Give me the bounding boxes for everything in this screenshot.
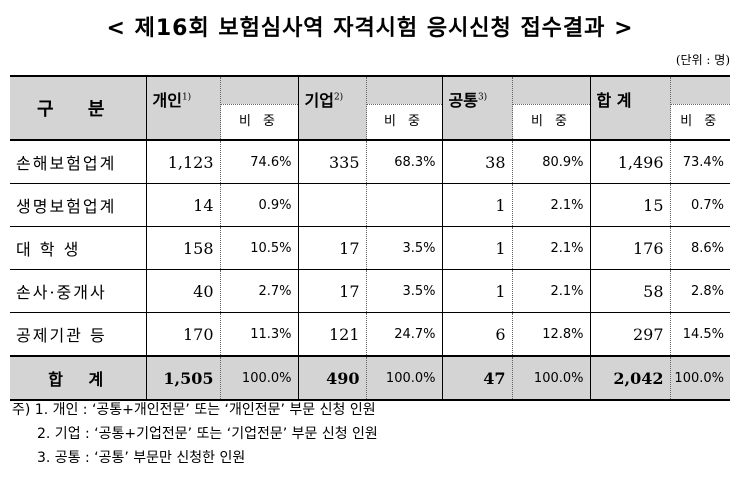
cell-ratio: 8.6% [669, 226, 730, 270]
row-label: 공제기관 등 [10, 312, 147, 357]
cell-ratio: 80.9% [511, 139, 590, 184]
total-count: 2,042 [589, 355, 670, 401]
cell-ratio: 11.3% [219, 312, 298, 357]
table-row: 대 학 생 158 10.5% 17 3.5% 1 2.1% 176 8.6% [10, 226, 730, 270]
header-ratio: 비 중 [365, 75, 442, 140]
header-group-common: 공통3) [441, 75, 512, 140]
cell-ratio: 2.1% [511, 183, 590, 227]
total-count: 490 [297, 355, 366, 401]
total-count: 1,505 [145, 355, 220, 401]
header-group-corporate: 기업2) [297, 75, 366, 140]
cell-count: 335 [297, 139, 366, 184]
total-ratio: 100.0% [365, 355, 442, 401]
cell-count: 15 [589, 183, 670, 227]
total-label: 합 계 [10, 355, 147, 401]
unit-label: (단위 : 명) [675, 53, 730, 67]
cell-count: 17 [297, 226, 366, 270]
cell-ratio: 0.9% [219, 183, 298, 227]
cell-ratio: 73.4% [669, 139, 730, 184]
cell-count: 1 [441, 269, 512, 313]
table-row: 생명보험업계 14 0.9% 1 2.1% 15 0.7% [10, 183, 730, 227]
cell-ratio: 14.5% [669, 312, 730, 357]
cell-ratio: 12.8% [511, 312, 590, 357]
table-row: 공제기관 등 170 11.3% 121 24.7% 6 12.8% 297 1… [10, 312, 730, 357]
cell-ratio: 0.7% [669, 183, 730, 227]
cell-ratio: 24.7% [365, 312, 442, 357]
cell-count [297, 183, 366, 227]
row-label: 생명보험업계 [10, 183, 147, 227]
results-table: 구 분 개인1) 비 중 기업2) 비 중 공통3) 비 중 합 계 비 중 손… [10, 75, 730, 401]
page-title: < 제16회 보험심사역 자격시험 응시신청 접수결과 > [106, 16, 634, 41]
cell-count: 14 [145, 183, 220, 227]
total-count: 47 [441, 355, 512, 401]
cell-ratio: 10.5% [219, 226, 298, 270]
cell-ratio: 74.6% [219, 139, 298, 184]
footnote: 3. 공통 : ‘공통’ 부문만 신청한 인원 [37, 450, 246, 466]
total-ratio: 100.0% [669, 355, 730, 401]
cell-ratio: 2.8% [669, 269, 730, 313]
total-ratio: 100.0% [219, 355, 298, 401]
footnote: 2. 기업 : ‘공통+기업전문’ 또는 ‘기업전문’ 부문 신청 인원 [37, 426, 378, 442]
cell-count: 6 [441, 312, 512, 357]
table-total-row: 합 계 1,505 100.0% 490 100.0% 47 100.0% 2,… [10, 355, 730, 401]
cell-count: 17 [297, 269, 366, 313]
header-group-total: 합 계 [589, 75, 670, 140]
cell-count: 38 [441, 139, 512, 184]
cell-ratio: 2.1% [511, 226, 590, 270]
header-ratio: 비 중 [669, 75, 730, 140]
header-group-individual: 개인1) [145, 75, 220, 140]
cell-count: 158 [145, 226, 220, 270]
cell-count: 176 [589, 226, 670, 270]
header-gubun: 구 분 [10, 75, 147, 140]
cell-ratio: 2.7% [219, 269, 298, 313]
cell-ratio: 2.1% [511, 269, 590, 313]
cell-count: 1,496 [589, 139, 670, 184]
cell-count: 40 [145, 269, 220, 313]
table-row: 손사·중개사 40 2.7% 17 3.5% 1 2.1% 58 2.8% [10, 269, 730, 313]
row-label: 대 학 생 [10, 226, 147, 270]
cell-count: 1,123 [145, 139, 220, 184]
cell-count: 297 [589, 312, 670, 357]
total-ratio: 100.0% [511, 355, 590, 401]
cell-ratio [365, 183, 442, 227]
cell-count: 58 [589, 269, 670, 313]
row-label: 손사·중개사 [10, 269, 147, 313]
cell-ratio: 3.5% [365, 226, 442, 270]
header-ratio: 비 중 [219, 75, 298, 140]
footnotes: 주) 1. 개인 : ‘공통+개인전문’ 또는 ‘개인전문’ 부문 신청 인원 … [12, 398, 378, 470]
cell-count: 1 [441, 183, 512, 227]
cell-ratio: 68.3% [365, 139, 442, 184]
row-label: 손해보험업계 [10, 139, 147, 184]
cell-ratio: 3.5% [365, 269, 442, 313]
cell-count: 1 [441, 226, 512, 270]
cell-count: 121 [297, 312, 366, 357]
table-row: 손해보험업계 1,123 74.6% 335 68.3% 38 80.9% 1,… [10, 139, 730, 184]
cell-count: 170 [145, 312, 220, 357]
footnote: 주) 1. 개인 : ‘공통+개인전문’ 또는 ‘개인전문’ 부문 신청 인원 [12, 402, 376, 418]
header-ratio: 비 중 [511, 75, 590, 140]
table-header-row: 구 분 개인1) 비 중 기업2) 비 중 공통3) 비 중 합 계 비 중 [10, 75, 730, 140]
